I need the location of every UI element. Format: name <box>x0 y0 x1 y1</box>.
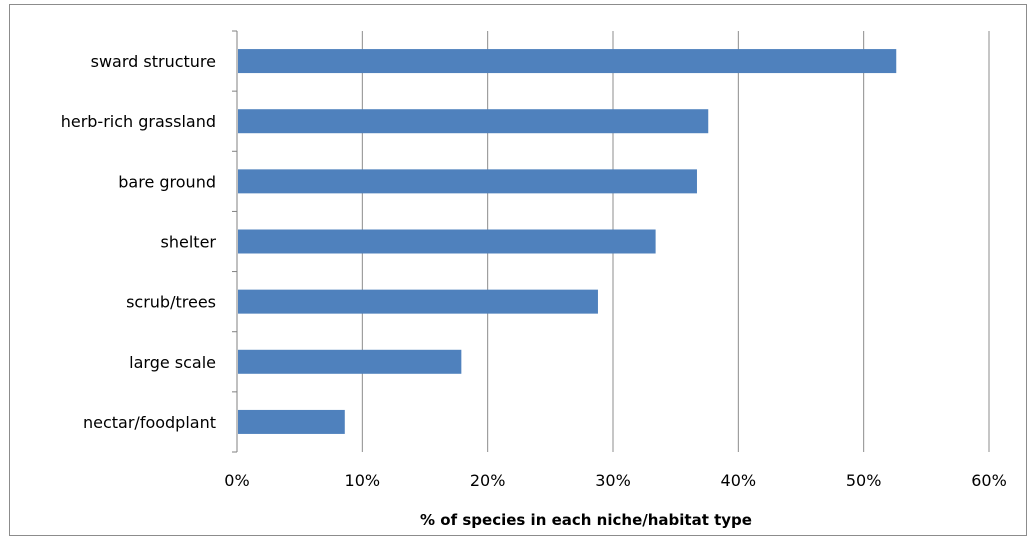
chart-frame <box>9 4 1027 536</box>
x-tick-label: 60% <box>971 471 1007 490</box>
bar <box>238 349 462 374</box>
bars <box>238 49 897 434</box>
category-label: shelter <box>161 233 217 252</box>
y-axis-ticks <box>232 30 237 453</box>
category-label: nectar/foodplant <box>83 413 216 432</box>
x-tick-label: 30% <box>595 471 631 490</box>
gridlines <box>361 31 990 452</box>
x-tick-label: 10% <box>345 471 381 490</box>
x-tick-label: 40% <box>721 471 757 490</box>
x-tick-label: 0% <box>224 471 249 490</box>
x-axis-title: % of species in each niche/habitat type <box>420 511 752 529</box>
bar <box>238 109 709 134</box>
bar <box>238 409 345 434</box>
bar <box>238 229 656 254</box>
x-tick-label: 50% <box>846 471 882 490</box>
bar <box>238 49 897 74</box>
category-label: large scale <box>129 353 216 372</box>
category-label: bare ground <box>118 172 216 191</box>
x-tick-labels: 0% 10% 20% 30% 40% 50% 60% <box>224 471 1006 490</box>
category-label: scrub/trees <box>126 293 216 312</box>
category-labels: sward structure herb-rich grassland bare g… <box>61 52 217 432</box>
bar <box>238 289 598 314</box>
bar <box>238 169 697 194</box>
x-tick-label: 20% <box>470 471 506 490</box>
category-label: herb-rich grassland <box>61 112 216 131</box>
category-label: sward structure <box>91 52 216 71</box>
